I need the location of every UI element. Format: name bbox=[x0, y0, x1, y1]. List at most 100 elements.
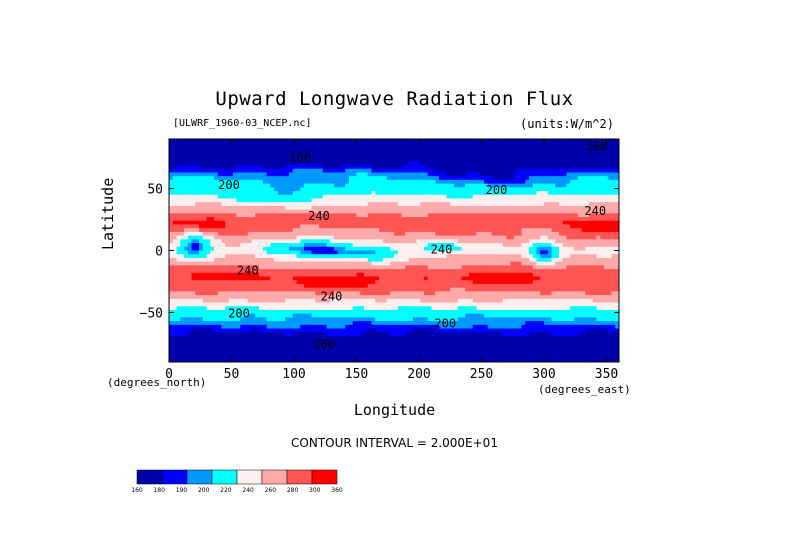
heatmap-cell bbox=[412, 205, 417, 211]
heatmap-cell bbox=[307, 172, 312, 177]
heatmap-cell bbox=[454, 235, 459, 240]
heatmap-cell bbox=[217, 150, 222, 155]
heatmap-cell bbox=[330, 165, 335, 170]
heatmap-cell bbox=[525, 202, 530, 207]
heatmap-cell bbox=[360, 239, 365, 244]
heatmap-cell bbox=[356, 153, 361, 158]
heatmap-cell bbox=[439, 217, 444, 222]
heatmap-cell bbox=[611, 220, 616, 225]
heatmap-cell bbox=[585, 209, 590, 214]
heatmap-cell bbox=[300, 257, 305, 263]
heatmap-cell bbox=[495, 209, 500, 214]
heatmap-cell bbox=[439, 198, 444, 203]
heatmap-cell bbox=[472, 205, 477, 211]
heatmap-cell bbox=[349, 283, 354, 289]
heatmap-cell bbox=[337, 272, 342, 277]
heatmap-cell bbox=[379, 161, 384, 166]
heatmap-cell bbox=[514, 239, 519, 244]
heatmap-cell bbox=[585, 194, 590, 199]
heatmap-cell bbox=[487, 243, 492, 248]
heatmap-cell bbox=[191, 161, 196, 166]
heatmap-cell bbox=[461, 269, 466, 274]
heatmap-cell bbox=[416, 261, 421, 266]
heatmap-cell bbox=[562, 172, 567, 177]
heatmap-cell bbox=[607, 280, 612, 285]
heatmap-cell bbox=[345, 257, 350, 263]
heatmap-cell bbox=[364, 224, 369, 229]
heatmap-cell bbox=[371, 250, 376, 255]
heatmap-cell bbox=[277, 265, 282, 270]
heatmap-cell bbox=[454, 150, 459, 155]
heatmap-cell bbox=[255, 231, 260, 237]
heatmap-cell bbox=[229, 179, 234, 184]
heatmap-cell bbox=[476, 269, 481, 274]
heatmap-cell bbox=[169, 224, 174, 229]
heatmap-cell bbox=[409, 179, 414, 184]
heatmap-cell bbox=[349, 235, 354, 240]
heatmap-cell bbox=[349, 250, 354, 255]
heatmap-cell bbox=[532, 213, 537, 218]
heatmap-cell bbox=[435, 161, 440, 166]
heatmap-cell bbox=[352, 257, 357, 263]
heatmap-cell bbox=[307, 194, 312, 199]
heatmap-cell bbox=[409, 231, 414, 237]
heatmap-cell bbox=[596, 142, 601, 147]
heatmap-cell bbox=[611, 261, 616, 266]
heatmap-cell bbox=[589, 146, 594, 151]
heatmap-cell bbox=[180, 168, 185, 173]
heatmap-cell bbox=[270, 254, 275, 259]
heatmap-cell bbox=[356, 254, 361, 259]
heatmap-cell bbox=[240, 176, 245, 181]
heatmap-cell bbox=[232, 157, 237, 162]
heatmap-cell bbox=[581, 243, 586, 248]
heatmap-cell bbox=[345, 165, 350, 170]
heatmap-cell bbox=[206, 231, 211, 237]
heatmap-cell bbox=[225, 246, 230, 251]
heatmap-cell bbox=[304, 220, 309, 225]
heatmap-cell bbox=[240, 209, 245, 214]
heatmap-cell bbox=[225, 261, 230, 266]
heatmap-cell bbox=[172, 194, 177, 199]
heatmap-cell bbox=[217, 280, 222, 285]
heatmap-cell bbox=[277, 150, 282, 155]
heatmap-cell bbox=[266, 157, 271, 162]
heatmap-cell bbox=[191, 172, 196, 177]
heatmap-cell bbox=[364, 231, 369, 237]
heatmap-cell bbox=[379, 235, 384, 240]
heatmap-cell bbox=[214, 172, 219, 177]
heatmap-cell bbox=[559, 220, 564, 225]
heatmap-cell bbox=[206, 209, 211, 214]
heatmap-cell bbox=[405, 157, 410, 162]
heatmap-cell bbox=[379, 220, 384, 225]
heatmap-cell bbox=[521, 209, 526, 214]
heatmap-cell bbox=[315, 246, 320, 251]
heatmap-cell bbox=[251, 239, 256, 244]
heatmap-cell bbox=[495, 213, 500, 218]
heatmap-cell bbox=[439, 283, 444, 289]
heatmap-cell bbox=[244, 191, 249, 196]
heatmap-cell bbox=[461, 250, 466, 255]
heatmap-cell bbox=[409, 146, 414, 151]
heatmap-cell bbox=[585, 280, 590, 285]
heatmap-cell bbox=[360, 153, 365, 158]
heatmap-cell bbox=[364, 150, 369, 155]
heatmap-cell bbox=[536, 231, 541, 237]
heatmap-cell bbox=[442, 150, 447, 155]
heatmap-cell bbox=[472, 191, 477, 196]
heatmap-cell bbox=[611, 168, 616, 173]
heatmap-cell bbox=[184, 246, 189, 251]
heatmap-cell bbox=[600, 272, 605, 277]
heatmap-cell bbox=[319, 239, 324, 244]
heatmap-cell bbox=[559, 179, 564, 184]
heatmap-cell bbox=[431, 172, 436, 177]
heatmap-cell bbox=[544, 150, 549, 155]
heatmap-cell bbox=[461, 150, 466, 155]
heatmap-cell bbox=[225, 187, 230, 192]
heatmap-cell bbox=[364, 276, 369, 281]
heatmap-cell bbox=[382, 198, 387, 203]
heatmap-cell bbox=[484, 217, 489, 222]
heatmap-cell bbox=[566, 246, 571, 251]
heatmap-cell bbox=[281, 235, 286, 240]
heatmap-cell bbox=[442, 269, 447, 274]
heatmap-cell bbox=[217, 157, 222, 162]
